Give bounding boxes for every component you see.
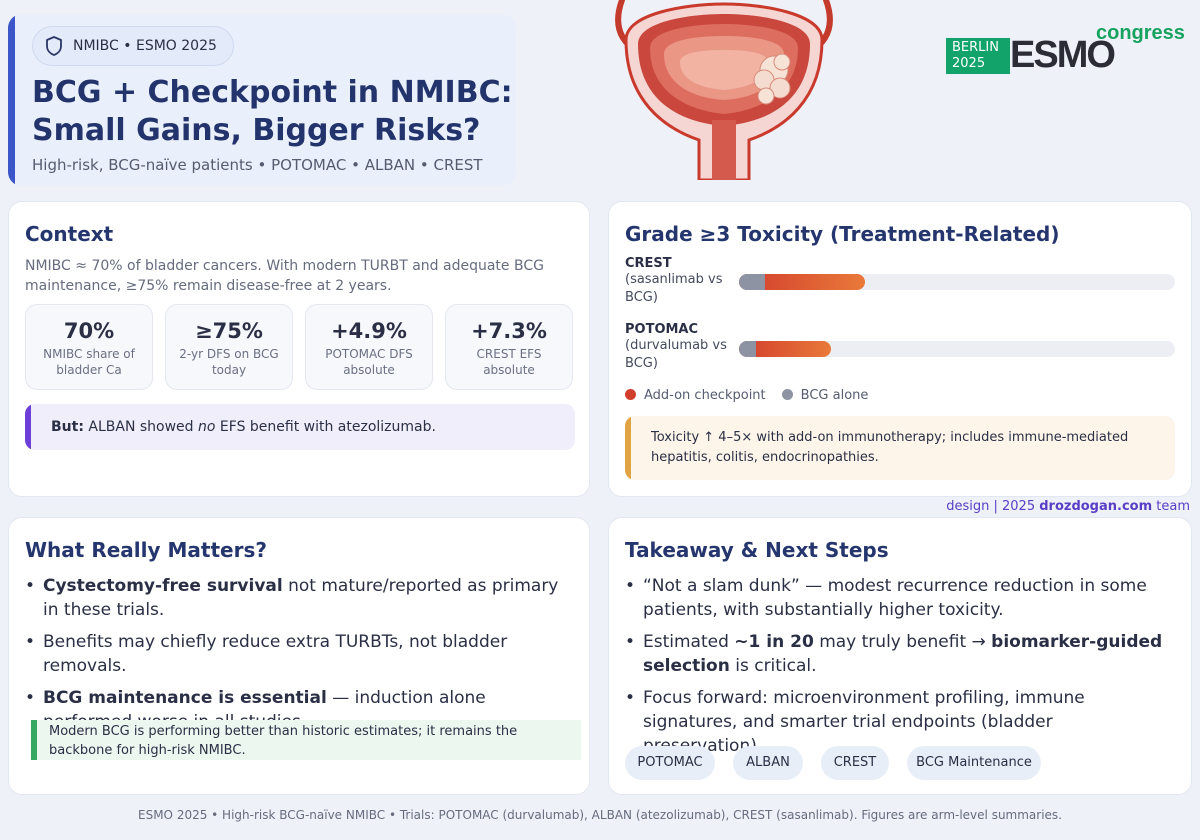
stat-label: 2-yr DFS on BCG today [179, 347, 279, 377]
takeaway-card: Takeaway & Next Steps “Not a slam dunk” … [608, 517, 1192, 795]
esmo-congress-logo: BERLIN 2025 ESMO congress [946, 22, 1185, 76]
logo-berlin-box: BERLIN 2025 [946, 38, 1010, 74]
matters-card: What Really Matters? Cystectomy-free sur… [8, 517, 590, 795]
trial-name: CREST [625, 256, 672, 271]
addon-toxicity-bar [739, 274, 866, 290]
takeaway-title: Takeaway & Next Steps [625, 538, 889, 562]
topic-badge: NMIBC • ESMO 2025 [32, 26, 234, 66]
stat-label: NMIBC share of bladder Ca [43, 347, 135, 377]
stat-card: ≥75% 2-yr DFS on BCG today [165, 304, 293, 390]
trial-comparison: (sasanlimab vs BCG) [625, 272, 723, 305]
legend-dot-bcg [781, 389, 793, 400]
header-accent-bar [8, 14, 15, 186]
context-title: Context [25, 222, 114, 246]
badge-label: NMIBC • ESMO 2025 [73, 38, 217, 54]
shield-icon [46, 36, 62, 56]
legend-item-addon: Add-on checkpoint [625, 388, 766, 403]
context-description: NMIBC ≈ 70% of bladder cancers. With mod… [25, 258, 544, 294]
page-subtitle: High-risk, BCG-naïve patients • POTOMAC … [32, 156, 483, 174]
matters-list: Cystectomy-free survival not mature/repo… [25, 574, 575, 742]
list-item: “Not a slam dunk” — modest recurrence re… [625, 574, 1175, 622]
matters-note: Modern BCG is performing better than his… [31, 720, 581, 760]
page-title: BCG + Checkpoint in NMIBC: Small Gains, … [32, 74, 516, 150]
stat-value: +4.9% [331, 319, 407, 343]
context-card: Context NMIBC ≈ 70% of bladder cancers. … [8, 201, 590, 497]
takeaway-list: “Not a slam dunk” — modest recurrence re… [625, 574, 1175, 766]
tag-potomac: POTOMAC [625, 746, 715, 780]
title-line-2: Small Gains, Bigger Risks? [32, 113, 481, 148]
stat-value: ≥75% [195, 319, 263, 343]
toxicity-legend: Add-on checkpoint BCG alone [625, 388, 868, 403]
addon-toxicity-bar [739, 341, 831, 357]
toxicity-card: Grade ≥3 Toxicity (Treatment-Related) CR… [608, 201, 1192, 497]
logo-suffix: congress [1096, 22, 1185, 44]
list-item: Benefits may chiefly reduce extra TURBTs… [25, 630, 575, 678]
stat-label: CREST EFS absolute [476, 347, 542, 377]
credit-site: drozdogan.com [1039, 499, 1153, 514]
matters-title: What Really Matters? [25, 538, 267, 562]
callout-label: But: [51, 419, 84, 435]
list-item: Focus forward: microenvironment profilin… [625, 686, 1175, 758]
toxicity-bar-track [739, 341, 1175, 357]
callout-accent-bar [25, 404, 31, 450]
bcg-toxicity-bar [739, 274, 766, 290]
list-item: Estimated ~1 in 20 may truly benefit → b… [625, 630, 1175, 678]
note-accent-bar [31, 720, 37, 760]
toxicity-note: Toxicity ↑ 4–5× with add-on immunotherap… [625, 416, 1175, 480]
stat-card: +7.3% CREST EFS absolute [445, 304, 573, 390]
logo-city: BERLIN [952, 40, 999, 55]
stat-value: +7.3% [471, 319, 547, 343]
title-line-1: BCG + Checkpoint in NMIBC: [32, 75, 513, 110]
note-accent-bar [625, 416, 631, 480]
tag-crest: CREST [821, 746, 889, 780]
bladder-illustration [615, 0, 833, 180]
page-footer: ESMO 2025 • High-risk BCG-naïve NMIBC • … [138, 808, 1062, 822]
stat-value: 70% [63, 319, 115, 343]
header-panel: NMIBC • ESMO 2025 BCG + Checkpoint in NM… [8, 14, 516, 186]
legend-dot-addon [625, 389, 636, 400]
toxicity-row-crest: CREST (sasanlimab vs BCG) [625, 256, 1181, 307]
trial-comparison: (durvalumab vs BCG) [625, 338, 727, 371]
tumor-cluster-icon [753, 53, 791, 105]
alban-callout: But: ALBAN showed no EFS benefit with at… [25, 404, 575, 450]
trial-name: POTOMAC [625, 322, 699, 337]
legend-item-bcg: BCG alone [781, 388, 868, 403]
design-credit: design | 2025 drozdogan.com team [946, 499, 1190, 514]
stat-label: POTOMAC DFS absolute [325, 347, 413, 377]
list-item: Cystectomy-free survival not mature/repo… [25, 574, 575, 622]
toxicity-row-potomac: POTOMAC (durvalumab vs BCG) [625, 322, 1181, 373]
stat-card: +4.9% POTOMAC DFS absolute [305, 304, 433, 390]
toxicity-bar-track [739, 274, 1175, 290]
tag-alban: ALBAN [733, 746, 803, 780]
tag-bcg-maintenance: BCG Maintenance [907, 746, 1041, 780]
stat-card: 70% NMIBC share of bladder Ca [25, 304, 153, 390]
bcg-toxicity-bar [739, 341, 757, 357]
toxicity-title: Grade ≥3 Toxicity (Treatment-Related) [625, 222, 1060, 246]
logo-brand: ESMO [1010, 34, 1116, 76]
logo-year: 2025 [952, 56, 986, 71]
